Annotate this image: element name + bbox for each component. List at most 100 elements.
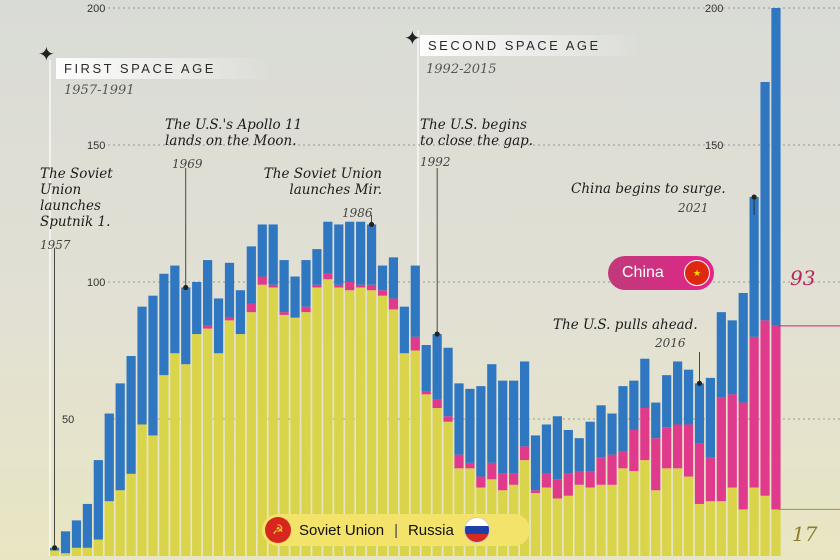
legend-russia-label: Russia <box>407 521 454 539</box>
y-tick-label: 50 <box>62 414 74 426</box>
china-bar <box>585 471 595 488</box>
china-bar <box>662 427 672 469</box>
us-bar <box>727 320 737 395</box>
china-bar <box>279 312 289 315</box>
china-bar <box>673 424 683 469</box>
us-bar <box>760 81 770 321</box>
us-bar <box>541 424 552 474</box>
soviet-russia-bar <box>312 287 322 556</box>
annotation-dot <box>368 221 375 228</box>
y-tick-label: 200 <box>87 3 105 15</box>
us-bar <box>181 287 191 365</box>
soviet-russia-bar <box>388 309 399 556</box>
soviet-russia-bar <box>410 350 420 556</box>
annotation-dot <box>434 331 440 337</box>
us-bar <box>716 312 726 398</box>
us-bar <box>93 460 103 540</box>
china-bar <box>563 473 573 496</box>
us-bar <box>279 260 289 313</box>
soviet-russia-bar <box>224 320 235 556</box>
us-bar <box>323 221 333 274</box>
us-bar <box>629 380 639 430</box>
us-bar <box>104 413 114 502</box>
era-title-first: FIRST SPACE AGE <box>56 58 272 79</box>
china-bar <box>224 317 235 321</box>
y-tick-label-right: 150 <box>705 140 723 152</box>
russia-flag-icon <box>463 517 490 543</box>
annotation-sputnik-year: 1957 <box>40 238 71 252</box>
china-bar <box>749 336 759 488</box>
y-tick-label-right: 200 <box>705 3 723 15</box>
us-bar <box>377 265 388 291</box>
annotation-dot <box>52 545 58 551</box>
china-bar <box>377 290 388 296</box>
china-bar <box>203 325 213 329</box>
soviet-russia-bar <box>126 473 136 556</box>
soviet-russia-bar <box>334 287 344 556</box>
us-bar <box>705 377 715 458</box>
soviet-russia-bar <box>465 468 475 556</box>
china-bar <box>607 454 617 485</box>
annotation-us-ahead: The U.S. pulls ahead. <box>553 317 698 333</box>
china-bar <box>596 457 606 485</box>
china-bar <box>618 451 628 469</box>
china-bar <box>498 473 508 491</box>
us-bar <box>596 405 606 458</box>
soviet-russia-bar <box>235 334 246 556</box>
china-bar <box>727 394 737 488</box>
us-bar <box>60 531 71 554</box>
soviet-russia-bar <box>246 312 256 556</box>
soviet-russia-bar <box>771 509 781 556</box>
us-bar <box>71 520 82 548</box>
us-bar <box>519 361 530 447</box>
us-bar <box>640 358 650 409</box>
y-tick-label: 100 <box>87 277 105 289</box>
us-bar <box>235 290 246 335</box>
soviet-russia-bar <box>50 550 60 556</box>
soviet-russia-bar <box>377 295 388 556</box>
us-bar <box>454 383 464 455</box>
china-bar <box>738 402 748 510</box>
china-bar <box>312 284 322 288</box>
annotation-dot <box>751 194 757 200</box>
soviet-russia-bar <box>268 287 278 556</box>
soviet-russia-bar <box>530 492 541 556</box>
china-bar <box>268 284 278 288</box>
soviet-russia-bar <box>345 290 355 556</box>
soviet-russia-bar <box>454 468 464 556</box>
first-age-sparkle-icon: ✦ <box>38 42 55 66</box>
china-bar <box>574 471 584 485</box>
us-bar <box>192 282 202 335</box>
us-bar <box>213 298 224 354</box>
us-bar <box>585 421 595 472</box>
annotation-mir-year: 1986 <box>342 206 373 220</box>
annotation-apollo: The U.S.'s Apollo 11 lands on the Moon. <box>165 117 303 149</box>
china-bar <box>716 397 726 502</box>
us-bar <box>246 246 256 304</box>
soviet-russia-bar <box>640 460 650 556</box>
soviet-russia-bar <box>541 487 552 556</box>
china-bar <box>334 284 344 288</box>
china-label-badge: China ★ <box>608 256 714 290</box>
china-bar <box>432 399 442 409</box>
annotation-dot <box>696 380 703 386</box>
china-bar <box>421 391 431 395</box>
china-bar <box>552 479 562 499</box>
soviet-russia-bar <box>760 495 770 556</box>
us-bar <box>115 383 125 491</box>
china-bar <box>519 446 530 461</box>
us-bar <box>738 292 748 403</box>
soviet-russia-bar <box>60 553 71 556</box>
china-bar <box>705 457 715 502</box>
soviet-russia-bar <box>115 490 125 556</box>
soviet-russia-bar <box>443 421 453 556</box>
us-bar <box>82 503 92 548</box>
us-bar <box>312 249 322 285</box>
soviet-russia-bar <box>618 468 628 556</box>
china-end-value: 93 <box>790 266 816 290</box>
china-label: China <box>622 264 664 281</box>
us-bar <box>203 260 213 326</box>
us-bar <box>509 380 519 474</box>
us-bar <box>443 347 453 417</box>
